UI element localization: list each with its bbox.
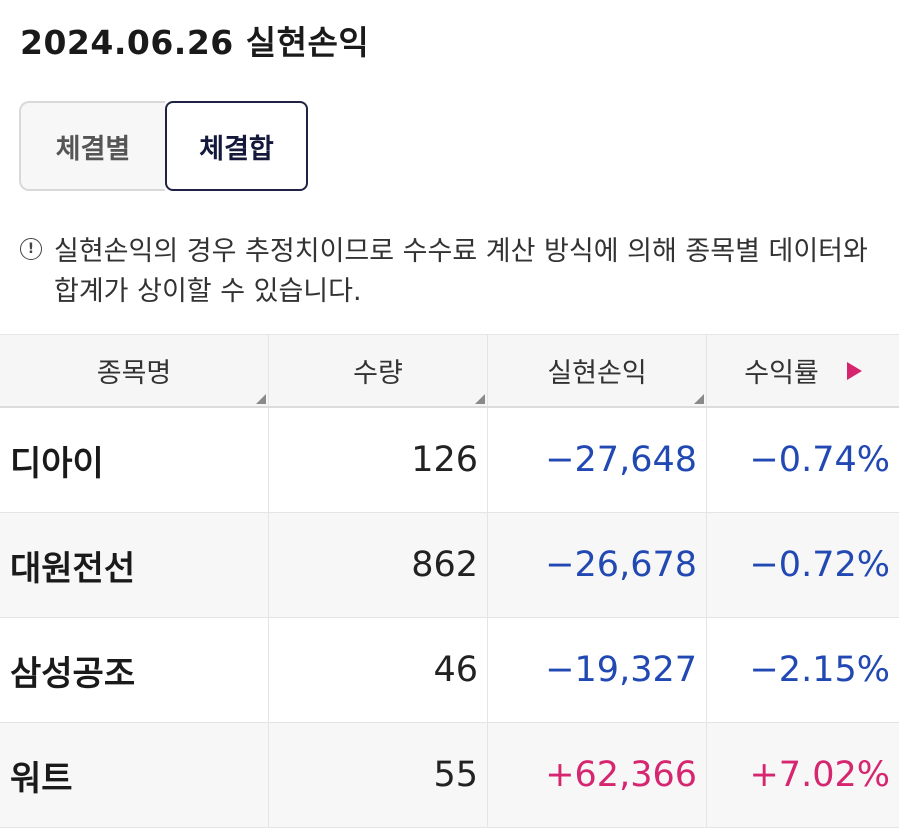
stock-name: 디아이 — [0, 408, 269, 512]
header-rate-label: 수익률 — [744, 358, 819, 389]
stock-name: 삼성공조 — [0, 618, 269, 722]
header-qty-label: 수량 — [353, 358, 403, 389]
table-header: 종목명 수량 실현손익 수익률 — [0, 334, 899, 408]
pnl-table: 종목명 수량 실현손익 수익률 디아이 126 −27,648 −0.74% 대… — [0, 334, 899, 828]
table-row[interactable]: 워트 55 +62,366 +7.02% — [0, 723, 899, 828]
realized-pnl: +62,366 — [488, 723, 707, 827]
sort-corner-icon — [694, 394, 704, 404]
quantity: 55 — [269, 723, 488, 827]
quantity: 46 — [269, 618, 488, 722]
realized-pnl: −27,648 — [488, 408, 707, 512]
stock-name: 대원전선 — [0, 513, 269, 617]
tab-by-execution[interactable]: 체결별 — [19, 101, 165, 191]
table-row[interactable]: 삼성공조 46 −19,327 −2.15% — [0, 618, 899, 723]
tab-execution-sum[interactable]: 체결합 — [165, 101, 308, 191]
quantity: 862 — [269, 513, 488, 617]
table-body: 디아이 126 −27,648 −0.74% 대원전선 862 −26,678 … — [0, 408, 899, 828]
header-qty[interactable]: 수량 — [269, 335, 488, 406]
notice-text: 실현손익의 경우 추정치이므로 수수료 계산 방식에 의해 종목별 데이터와 합… — [54, 236, 868, 307]
realized-pnl: −19,327 — [488, 618, 707, 722]
return-rate: −2.15% — [749, 650, 890, 690]
sort-corner-icon — [475, 394, 485, 404]
header-rate[interactable]: 수익률 — [707, 335, 899, 406]
return-rate: −0.72% — [749, 545, 890, 585]
info-icon: ! — [20, 238, 42, 260]
sort-corner-icon — [256, 394, 266, 404]
quantity: 126 — [269, 408, 488, 512]
notice: ! 실현손익의 경우 추정치이므로 수수료 계산 방식에 의해 종목별 데이터와… — [20, 232, 880, 312]
table-row[interactable]: 대원전선 862 −26,678 −0.72% — [0, 513, 899, 618]
realized-pnl: −26,678 — [488, 513, 707, 617]
return-rate: +7.02% — [749, 755, 890, 795]
stock-name: 워트 — [0, 723, 269, 827]
header-pnl-label: 실현손익 — [547, 358, 647, 389]
view-tabs: 체결별 체결합 — [19, 101, 308, 191]
return-rate: −0.74% — [749, 440, 890, 480]
page-title: 2024.06.26 실현손익 — [20, 23, 370, 62]
next-column-arrow-icon[interactable] — [846, 361, 862, 380]
header-pnl[interactable]: 실현손익 — [488, 335, 707, 406]
header-name[interactable]: 종목명 — [0, 335, 269, 406]
header-name-label: 종목명 — [96, 358, 172, 389]
table-row[interactable]: 디아이 126 −27,648 −0.74% — [0, 408, 899, 513]
